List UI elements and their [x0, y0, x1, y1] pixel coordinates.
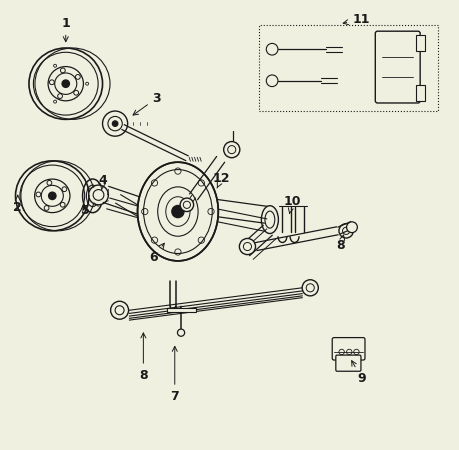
FancyBboxPatch shape	[375, 31, 420, 103]
Polygon shape	[215, 199, 267, 223]
Text: 3: 3	[133, 91, 161, 115]
Polygon shape	[116, 195, 149, 220]
Text: 9: 9	[352, 361, 366, 385]
Bar	[416, 35, 425, 51]
Text: 2: 2	[13, 195, 22, 215]
FancyBboxPatch shape	[336, 355, 361, 371]
Text: 1: 1	[62, 17, 70, 42]
Text: 12: 12	[213, 172, 230, 188]
FancyBboxPatch shape	[332, 338, 365, 360]
Bar	[259, 25, 438, 111]
Text: 11: 11	[343, 13, 369, 26]
Circle shape	[224, 142, 240, 158]
Circle shape	[178, 329, 185, 336]
Bar	[416, 85, 425, 101]
Circle shape	[302, 280, 319, 296]
Text: 10: 10	[284, 195, 301, 214]
Polygon shape	[215, 209, 267, 231]
Polygon shape	[244, 229, 276, 259]
Circle shape	[266, 75, 278, 86]
Polygon shape	[338, 222, 353, 234]
Text: 7: 7	[170, 346, 179, 403]
Circle shape	[180, 198, 194, 212]
Text: 4: 4	[99, 174, 107, 189]
Polygon shape	[103, 186, 146, 215]
Circle shape	[62, 80, 69, 87]
Circle shape	[266, 43, 278, 55]
Polygon shape	[107, 198, 141, 218]
Polygon shape	[256, 227, 338, 251]
Circle shape	[111, 301, 129, 319]
Circle shape	[347, 222, 358, 233]
Circle shape	[240, 238, 256, 255]
Text: 5: 5	[81, 204, 90, 217]
Ellipse shape	[138, 162, 218, 261]
Bar	[167, 308, 196, 312]
Circle shape	[102, 111, 128, 136]
Circle shape	[49, 192, 56, 199]
Circle shape	[172, 206, 184, 218]
Circle shape	[339, 224, 353, 238]
Circle shape	[89, 185, 108, 205]
Text: 8: 8	[139, 333, 148, 382]
Polygon shape	[122, 125, 188, 161]
Polygon shape	[183, 195, 196, 211]
Text: 6: 6	[149, 243, 164, 264]
Polygon shape	[241, 225, 272, 256]
Circle shape	[112, 121, 118, 126]
Polygon shape	[190, 157, 224, 200]
Text: 8: 8	[336, 235, 345, 252]
